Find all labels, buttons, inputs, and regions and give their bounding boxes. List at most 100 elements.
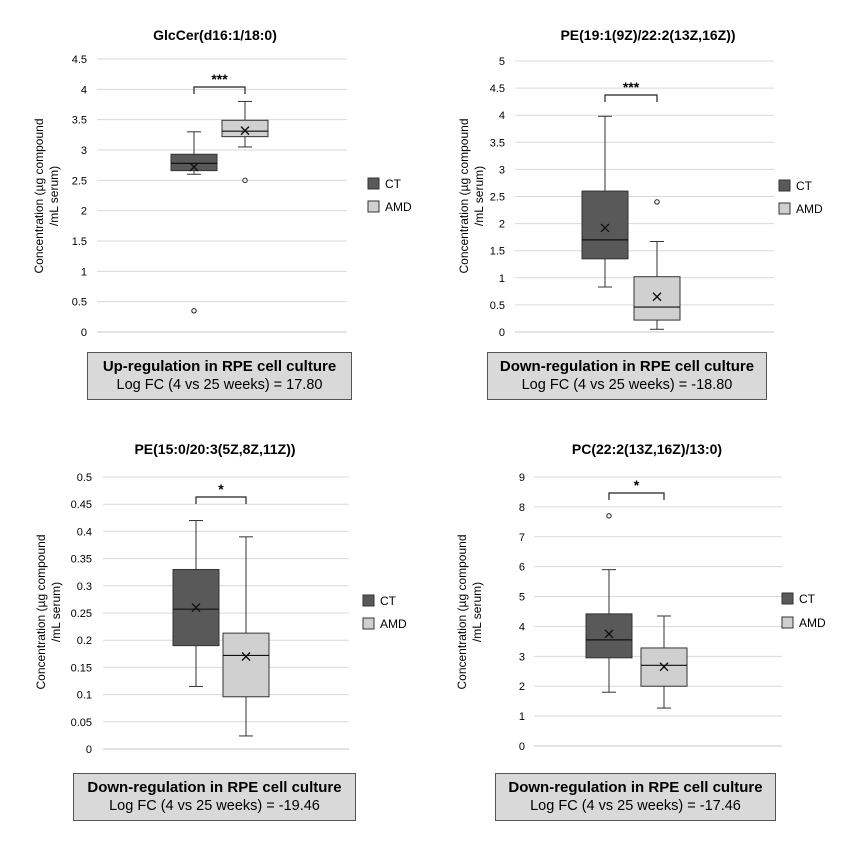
significance-marker: *** bbox=[211, 71, 228, 87]
y-tick-label: 1 bbox=[499, 273, 505, 285]
y-axis-label-line: /mL serum) bbox=[49, 582, 63, 642]
chart-panel-pc-22-2: PC(22:2(13Z,16Z)/13:0) Concentration (µg … bbox=[430, 430, 859, 850]
y-tick-label: 0 bbox=[81, 327, 87, 339]
y-tick-label: 3 bbox=[499, 164, 505, 176]
y-tick-label: 0.05 bbox=[71, 717, 92, 729]
chart-title: PE(19:1(9Z)/22:2(13Z,16Z)) bbox=[560, 27, 735, 43]
legend-label: CT bbox=[380, 594, 397, 608]
y-axis-label-line: Concentration (µg compound bbox=[455, 534, 469, 689]
y-tick-label: 2 bbox=[81, 206, 87, 218]
y-tick-label: 0.5 bbox=[72, 297, 87, 309]
y-tick-label: 9 bbox=[519, 472, 525, 484]
y-tick-label: 0.1 bbox=[77, 690, 92, 702]
y-axis-label: Concentration (µg compound/mL serum) bbox=[34, 534, 63, 689]
y-tick-label: 5 bbox=[499, 56, 505, 68]
mean-marker bbox=[604, 629, 614, 639]
caption-heading: Down-regulation in RPE cell culture bbox=[87, 779, 342, 796]
chart-pc-22-2: PC(22:2(13Z,16Z)/13:0) Concentration (µg … bbox=[455, 441, 826, 753]
box-amd bbox=[222, 536, 270, 737]
y-tick-label: 0 bbox=[519, 741, 525, 753]
box-ct bbox=[170, 131, 218, 314]
y-axis-label-line: /mL serum) bbox=[472, 166, 486, 226]
y-axis-label: Concentration (µg compound/mL serum) bbox=[32, 118, 61, 273]
box-iqr bbox=[221, 119, 269, 138]
y-tick-label: 2 bbox=[499, 219, 505, 231]
regulation-caption: Down-regulation in RPE cell culture Log … bbox=[495, 773, 776, 821]
chart-glccer: GlcCer(d16:1/18:0) Concentration (µg comp… bbox=[32, 27, 412, 339]
regulation-caption: Up-regulation in RPE cell culture Log FC… bbox=[87, 352, 352, 400]
y-axis-label-line: Concentration (µg compound bbox=[32, 118, 46, 273]
mean-marker bbox=[600, 223, 610, 233]
box-iqr bbox=[222, 632, 270, 698]
legend-label: CT bbox=[799, 592, 816, 606]
box-amd bbox=[221, 100, 269, 184]
significance-marker: * bbox=[218, 481, 224, 497]
y-axis-label: Concentration (µg compound/mL serum) bbox=[457, 118, 486, 273]
box-ct bbox=[581, 115, 629, 288]
legend-label: AMD bbox=[385, 200, 412, 214]
caption-heading: Down-regulation in RPE cell culture bbox=[499, 358, 755, 375]
y-tick-label: 6 bbox=[519, 562, 525, 574]
box-ct bbox=[585, 513, 633, 693]
y-tick-label: 0.25 bbox=[71, 608, 92, 620]
box-amd bbox=[633, 199, 681, 330]
y-tick-label: 0.15 bbox=[71, 662, 92, 674]
legend-swatch bbox=[778, 179, 791, 192]
chart-title: GlcCer(d16:1/18:0) bbox=[153, 27, 277, 43]
chart-title: PC(22:2(13Z,16Z)/13:0) bbox=[572, 441, 722, 457]
legend-swatch bbox=[362, 594, 375, 607]
outlier-point bbox=[191, 308, 197, 314]
y-tick-label: 4.5 bbox=[72, 54, 87, 66]
y-tick-label: 0.4 bbox=[77, 526, 92, 538]
box-iqr bbox=[633, 276, 681, 321]
outlier-point bbox=[242, 177, 248, 184]
y-tick-label: 1.5 bbox=[72, 236, 87, 248]
box-iqr bbox=[581, 190, 629, 260]
legend-swatch bbox=[367, 177, 380, 190]
y-axis-label-line: /mL serum) bbox=[47, 166, 61, 226]
caption-detail: Log FC (4 vs 25 weeks) = -18.80 bbox=[521, 377, 733, 393]
y-tick-label: 1 bbox=[519, 711, 525, 723]
significance-marker: * bbox=[634, 477, 640, 493]
y-tick-label: 3.5 bbox=[72, 115, 87, 127]
y-tick-label: 4 bbox=[499, 110, 505, 122]
legend-label: AMD bbox=[380, 617, 407, 631]
chart-pe-19-1: PE(19:1(9Z)/22:2(13Z,16Z)) Concentration … bbox=[457, 27, 823, 339]
chart-panel-glccer: GlcCer(d16:1/18:0) Concentration (µg comp… bbox=[0, 0, 430, 420]
legend-label: CT bbox=[796, 179, 813, 193]
y-tick-label: 4 bbox=[519, 621, 525, 633]
legend-swatch bbox=[367, 200, 380, 213]
caption-detail: Log FC (4 vs 25 weeks) = -17.46 bbox=[530, 798, 741, 814]
regulation-caption: Down-regulation in RPE cell culture Log … bbox=[487, 352, 767, 400]
y-tick-label: 4 bbox=[81, 84, 87, 96]
y-tick-label: 1 bbox=[81, 266, 87, 278]
outlier-point bbox=[606, 513, 612, 519]
significance-bracket bbox=[608, 492, 665, 500]
y-tick-label: 0.5 bbox=[490, 300, 505, 312]
y-tick-label: 4.5 bbox=[490, 83, 505, 95]
legend-swatch bbox=[781, 616, 794, 629]
y-tick-label: 8 bbox=[519, 502, 525, 514]
outlier-point bbox=[654, 199, 660, 205]
legend-swatch bbox=[781, 592, 794, 605]
y-tick-label: 0 bbox=[499, 327, 505, 339]
mean-marker bbox=[240, 126, 250, 136]
y-tick-label: 7 bbox=[519, 532, 525, 544]
mean-marker bbox=[659, 662, 669, 672]
significance-bracket bbox=[604, 94, 658, 102]
chart-panel-pe-19-1: PE(19:1(9Z)/22:2(13Z,16Z)) Concentration … bbox=[430, 0, 859, 420]
chart-pe-15-0: PE(15:0/20:3(5Z,8Z,11Z)) Concentration (µ… bbox=[34, 441, 407, 756]
caption-heading: Down-regulation in RPE cell culture bbox=[508, 779, 763, 796]
legend-label: CT bbox=[385, 177, 402, 191]
box-ct bbox=[172, 520, 220, 687]
y-tick-label: 2 bbox=[519, 681, 525, 693]
caption-detail: Log FC (4 vs 25 weeks) = 17.80 bbox=[116, 377, 323, 393]
legend-swatch bbox=[778, 202, 791, 215]
y-tick-label: 3.5 bbox=[490, 137, 505, 149]
caption-detail: Log FC (4 vs 25 weeks) = -19.46 bbox=[109, 798, 320, 814]
y-axis-label-line: Concentration (µg compound bbox=[34, 534, 48, 689]
mean-marker bbox=[652, 292, 662, 302]
y-tick-label: 5 bbox=[519, 592, 525, 604]
significance-marker: *** bbox=[623, 79, 640, 95]
significance-bracket bbox=[193, 86, 246, 94]
